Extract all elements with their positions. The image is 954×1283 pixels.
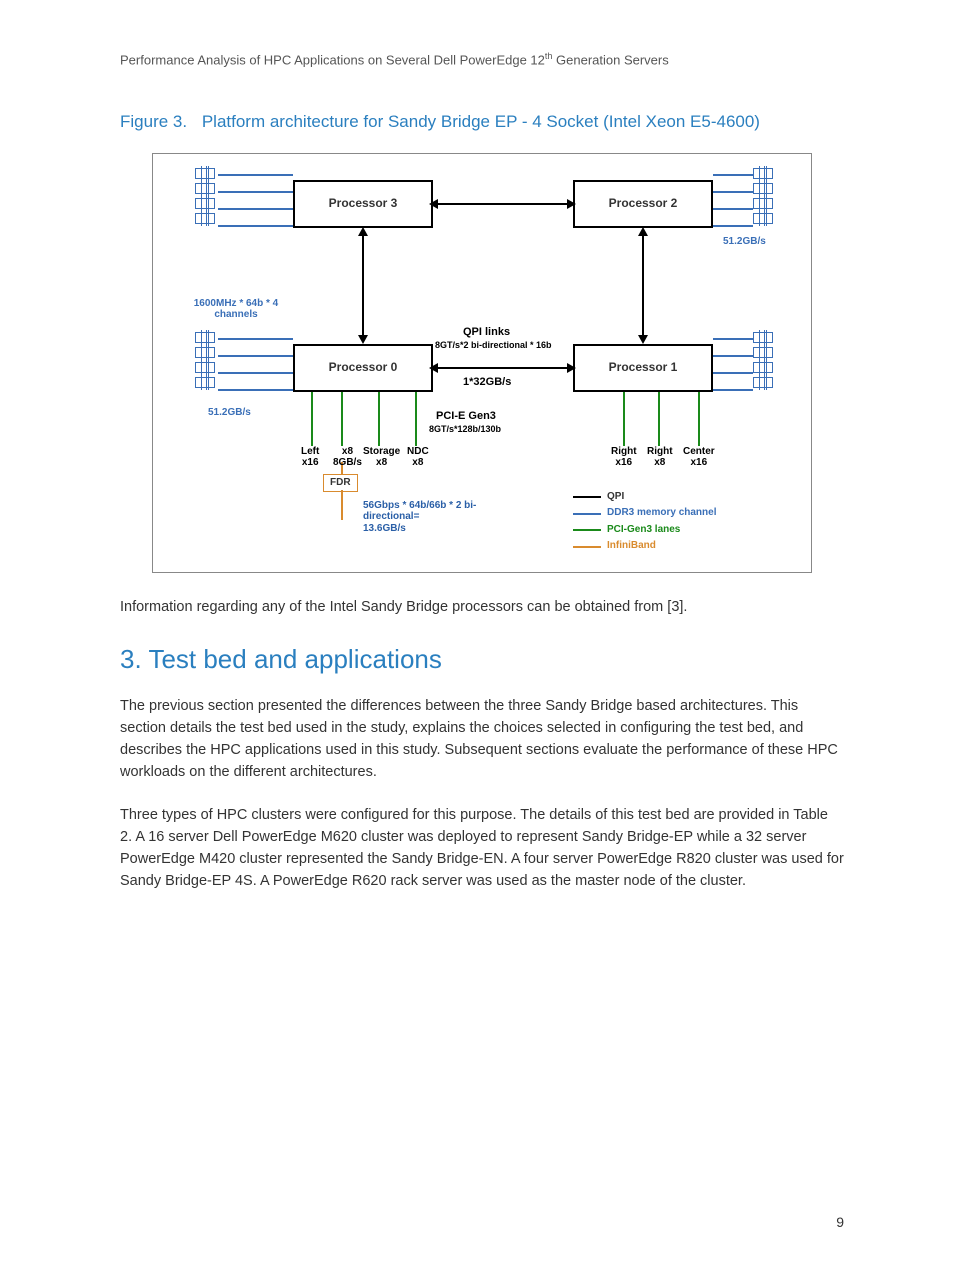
legend-qpi: QPI (573, 490, 716, 505)
label-throughput-left: 51.2GB/s (208, 407, 251, 419)
label-qpi-bw: 1*32GB/s (463, 376, 511, 389)
architecture-diagram: Processor 3 Processor 2 Processor 0 Proc… (152, 153, 812, 573)
para-intro: Information regarding any of the Intel S… (120, 597, 844, 619)
header-pre: Performance Analysis of HPC Applications… (120, 52, 545, 67)
header-post: Generation Servers (552, 52, 668, 67)
label-x8: x88GB/s (333, 446, 362, 469)
legend-pcie-swatch (573, 529, 601, 531)
label-mem-spec: 1600MHz * 64b * 4 channels (181, 298, 291, 321)
label-center-x16: Centerx16 (683, 446, 715, 469)
dimm-stack-p2 (753, 168, 773, 224)
label-right-x16: Rightx16 (611, 446, 637, 469)
dimm-stack-p0 (195, 332, 215, 388)
running-header: Performance Analysis of HPC Applications… (120, 50, 844, 70)
legend-pcie-label: PCI-Gen3 lanes (607, 523, 680, 538)
label-qpi-detail: 8GT/s*2 bi-directional * 16b (435, 340, 552, 350)
processor-0-box: Processor 0 (293, 344, 433, 392)
figure-title: Platform architecture for Sandy Bridge E… (202, 112, 760, 131)
label-right-x8: Rightx8 (647, 446, 673, 469)
legend-ddr3-label: DDR3 memory channel (607, 506, 716, 521)
legend-ddr3: DDR3 memory channel (573, 506, 716, 521)
dimm-stack-p1 (753, 332, 773, 388)
processor-2-box: Processor 2 (573, 180, 713, 228)
legend-ib-label: InfiniBand (607, 539, 656, 554)
legend-ddr3-swatch (573, 513, 601, 515)
label-storage: Storagex8 (363, 446, 400, 469)
label-qpi-links: QPI links (463, 326, 510, 339)
label-ndc: NDCx8 (407, 446, 429, 469)
processor-3-box: Processor 3 (293, 180, 433, 228)
dimm-stack-p3 (195, 168, 215, 224)
legend: QPI DDR3 memory channel PCI-Gen3 lanes I… (573, 490, 716, 556)
para-2: The previous section presented the diffe… (120, 696, 844, 783)
legend-qpi-swatch (573, 496, 601, 498)
legend-ib: InfiniBand (573, 539, 716, 554)
label-left-x16: Leftx16 (301, 446, 319, 469)
section-heading: 3. Test bed and applications (120, 641, 844, 679)
legend-pcie: PCI-Gen3 lanes (573, 523, 716, 538)
legend-qpi-label: QPI (607, 490, 624, 505)
label-pcie-detail: 8GT/s*128b/130b (429, 424, 501, 434)
label-pcie-title: PCI-E Gen3 (436, 410, 496, 423)
legend-ib-swatch (573, 546, 601, 548)
para-3: Three types of HPC clusters were configu… (120, 805, 844, 892)
label-throughput-top: 51.2GB/s (723, 236, 766, 248)
figure-caption: Figure 3. Platform architecture for Sand… (120, 110, 844, 135)
page-number: 9 (120, 1212, 844, 1232)
processor-1-box: Processor 1 (573, 344, 713, 392)
figure-label: Figure 3. (120, 112, 187, 131)
label-ib-detail: 56Gbps * 64b/66b * 2 bi- directional= 13… (363, 500, 493, 535)
